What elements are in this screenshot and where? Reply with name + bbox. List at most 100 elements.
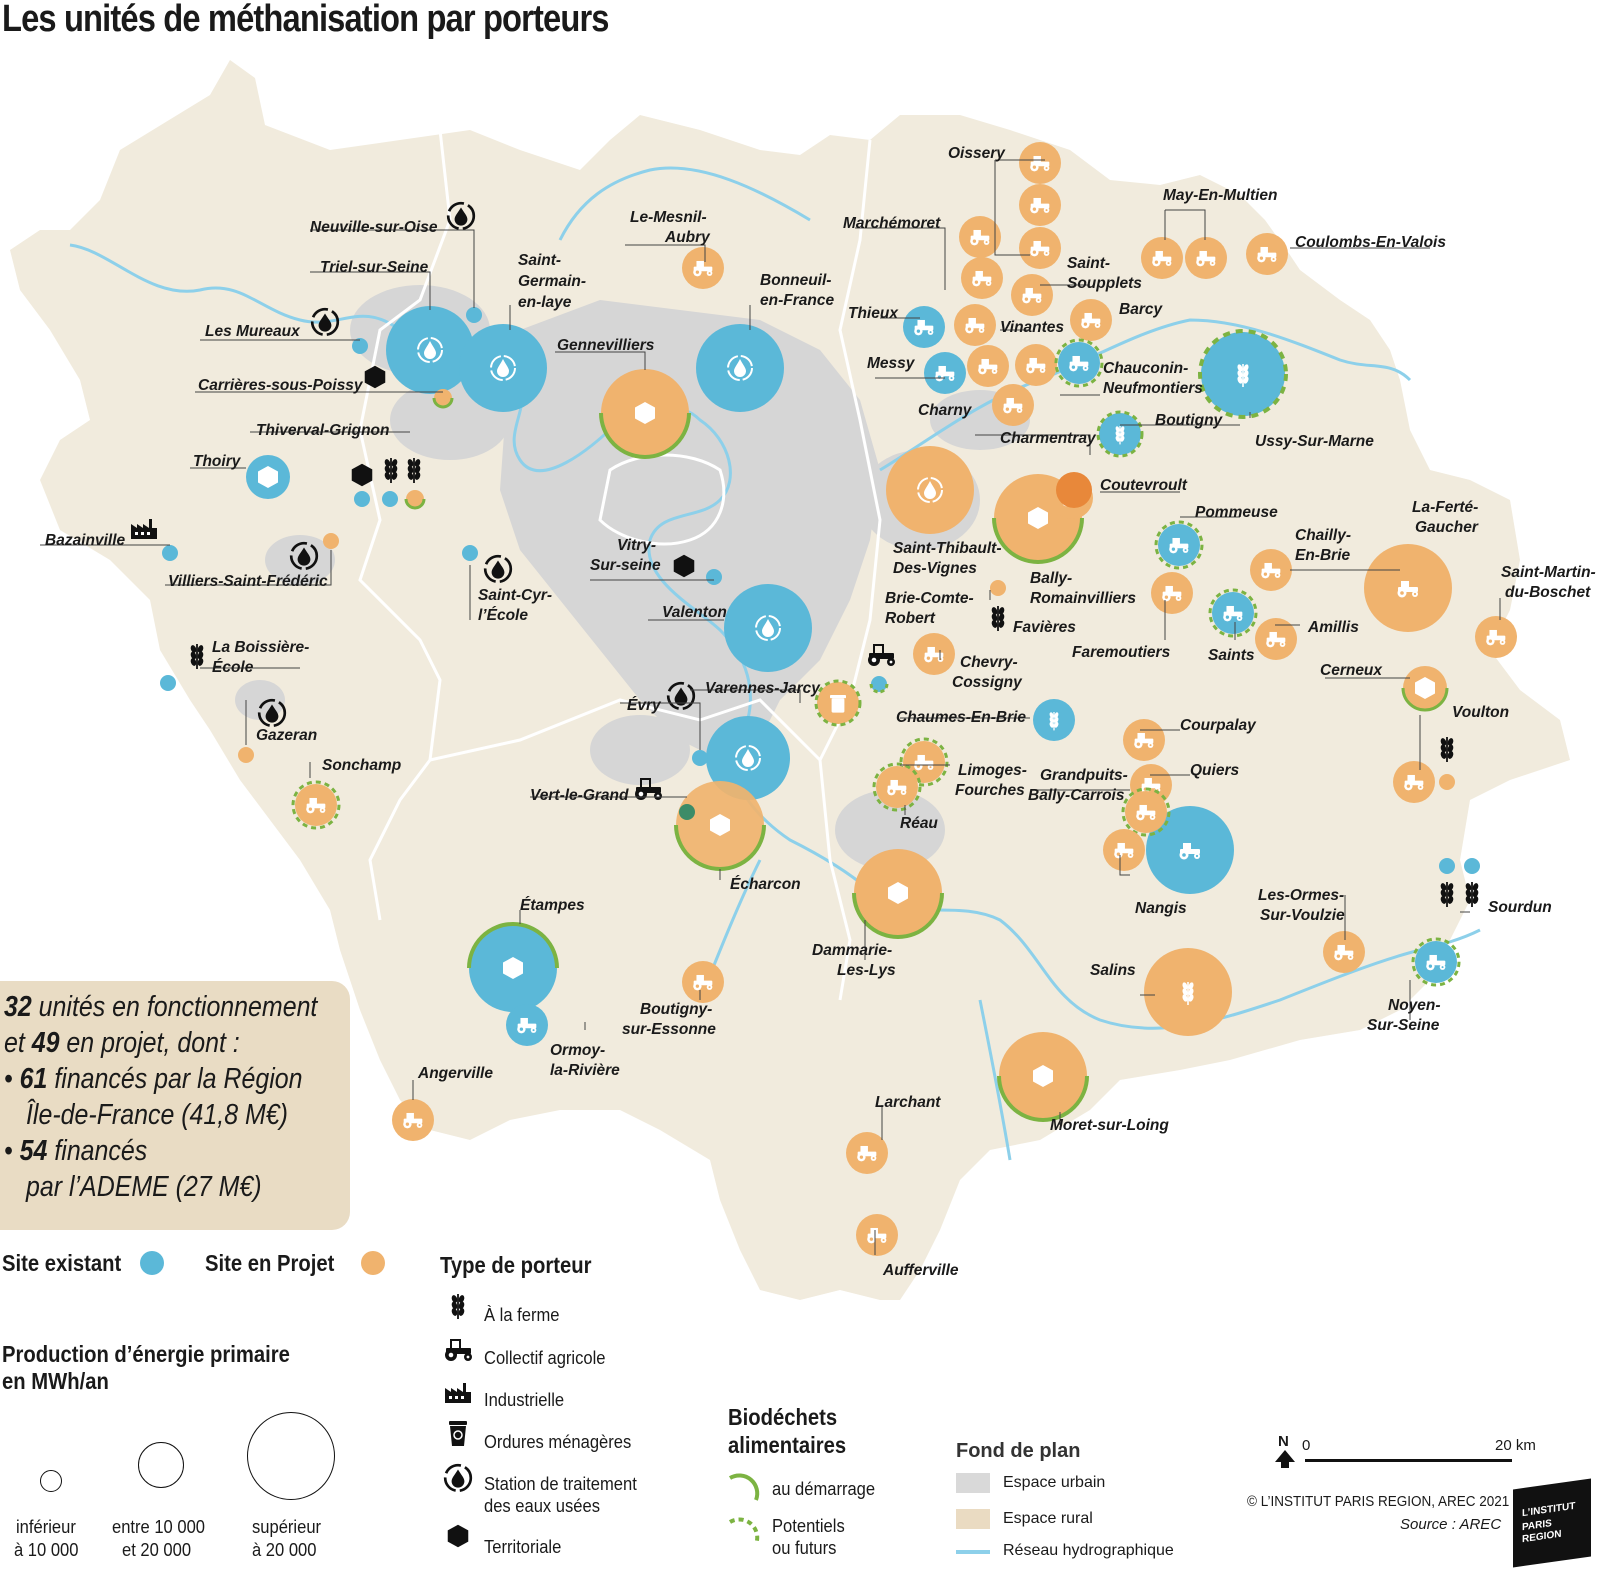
legend-size-large-2: à 20 000 [252,1540,317,1560]
label-grandpuits-2: Bally-Carrois [1028,787,1125,804]
label-grandpuits-1: Grandpuits- [1040,767,1128,784]
tractor-site-marker [856,1214,898,1256]
tractor-site-marker [1103,829,1145,871]
label-chailly-2: En-Brie [1295,547,1351,564]
legend-bio-future-1: Potentiels [772,1516,845,1536]
biodechets-future-arc [728,1517,760,1545]
label-salins: Salins [1090,962,1136,979]
credit-text: © L’INSTITUT PARIS REGION, AREC 2021 [1247,1493,1510,1510]
legend-porteur-station-1: Station de traitement [484,1474,637,1494]
label-neuville: Neuville-sur-Oise [310,219,438,236]
label-coutevroult: Coutevroult [1100,477,1188,494]
tractor-site-marker [1151,572,1193,614]
tractor-site-marker [1475,616,1517,658]
tractor-site-marker [1411,937,1461,987]
label-varennes: Varennes-Jarcy [705,680,821,697]
label-may-en-multien: May-En-Multien [1163,187,1278,204]
tractor-site-marker [913,633,955,675]
label-st-germain-3: en-laye [518,294,572,311]
tractor-site-marker [1323,931,1365,973]
label-moret: Moret-sur-Loing [1050,1117,1169,1134]
label-courpalay: Courpalay [1180,717,1257,734]
label-bazainville: Bazainville [45,532,125,549]
label-la-ferte-1: La-Ferté- [1412,499,1478,516]
label-reau: Réau [900,815,938,832]
label-vitry-1: Vitry- [617,537,656,554]
label-ormoy-2: la-Rivière [550,1062,620,1079]
label-saint-cyr-2: l’École [478,607,528,624]
legend-size-small-2: à 10 000 [14,1540,79,1560]
tractor-site-marker [846,1132,888,1174]
small-site-markers [131,201,1481,908]
label-chaumes: Chaumes-En-Brie [896,709,1026,726]
tractor-icon [444,1339,473,1362]
north-label: N [1278,1433,1289,1450]
label-larchant: Larchant [875,1094,941,1111]
tractor-site-marker [506,1004,548,1046]
large-site-markers [386,306,1452,1122]
legend-project-label: Site en Projet [205,1250,335,1276]
tractor-site-marker [1019,227,1061,269]
hexagon-icon [447,1524,469,1548]
place-labels: Neuville-sur-Oise Triel-sur-Seine Les Mu… [45,145,1596,1279]
biowaste-future-ring [1054,338,1104,388]
legend-fond-urban-swatch [956,1473,990,1493]
summary-line-4: Île-de-France (41,8 M€) [26,1099,288,1131]
legend-production-title-1: Production d’énergie primaire [2,1341,290,1367]
legend-porteur-ferme: À la ferme [484,1305,560,1325]
scale-twenty: 20 km [1495,1437,1536,1454]
label-messy: Messy [867,355,916,372]
map-title: Les unités de méthanisation par porteurs [2,0,609,40]
legend-fond-water: Réseau hydrographique [1003,1542,1174,1559]
legend-porteur-collectif: Collectif agricole [484,1348,606,1368]
label-chailly-1: Chailly- [1295,527,1351,544]
tractor-site-marker [954,304,996,346]
legend-fond-rural: Espace rural [1003,1510,1093,1527]
tractor-site-marker [872,762,922,812]
biowaste-future-ring [1411,937,1461,987]
legend-biodechets-title-2: alimentaires [728,1432,847,1458]
tractor-site-marker [924,352,966,394]
label-boutigny-2: sur-Essonne [622,1021,716,1038]
tractor-site-marker [682,961,724,1003]
tractor-site-marker [1393,761,1435,803]
label-sonchamp: Sonchamp [322,757,401,774]
label-villiers: Villiers-Saint-Frédéric [168,573,328,590]
tractor-site-marker [1246,233,1288,275]
label-dammarie-2: Les-Lys [837,962,896,979]
label-thiverval: Thiverval-Grignon [256,422,390,439]
label-le-mesnil-2: Aubry [664,229,711,246]
label-st-martin-1: Saint-Martin- [1501,564,1596,581]
label-charmentray: Charmentray [1000,430,1097,447]
tractor-site-marker [1011,274,1053,316]
tractor-site-marker [1208,588,1258,638]
legend-bio-future-2: ou futurs [772,1538,837,1558]
label-noyen-2: Sur-Seine [1367,1017,1440,1034]
tractor-site-marker [1019,184,1061,226]
label-les-mureaux: Les Mureaux [205,323,301,340]
label-thoiry: Thoiry [193,453,242,470]
tractor-site-marker [1019,142,1061,184]
legend-porteur-ordures: Ordures ménagères [484,1432,632,1452]
label-chauconin-1: Chauconin- [1103,360,1188,377]
label-les-ormes-2: Sur-Voulzie [1260,907,1345,924]
label-chevry-1: Chevry- [960,654,1018,671]
label-st-germain-1: Saint- [518,252,561,269]
tractor-site-marker [1121,787,1171,837]
label-saint-cyr-1: Saint-Cyr- [478,587,552,604]
summary-line-6: par l’ADEME (27 M€) [26,1171,262,1203]
label-bally-2: Romainvilliers [1030,590,1136,607]
tractor-site-marker [1015,344,1057,386]
tractor-site-marker [959,216,1001,258]
legend-size-large-1: supérieur [252,1517,322,1537]
label-limoges-2: Fourches [955,782,1025,799]
legend-size-medium [138,1442,184,1488]
institut-logo: L’INSTITUT PARIS REGION [1513,1478,1591,1568]
tractor-site-marker [1123,719,1165,761]
legend-size-small [40,1470,62,1492]
legend-fond-water-line [956,1550,990,1554]
label-aufferville: Aufferville [882,1262,959,1279]
legend-existing-dot [140,1251,164,1275]
tractor-site-marker [1255,618,1297,660]
label-carrieres: Carrières-sous-Poissy [198,377,364,394]
